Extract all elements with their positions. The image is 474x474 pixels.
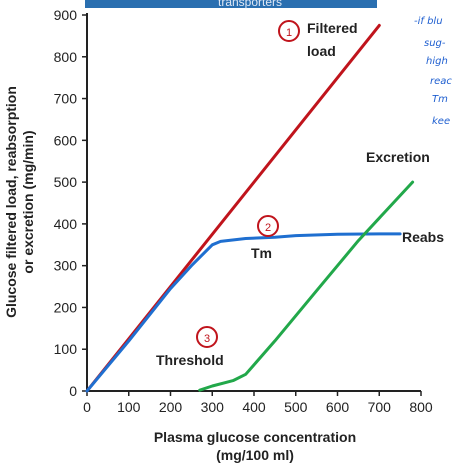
- excretion-line: [198, 180, 415, 392]
- y-axis-ticks: 0 100 200 300 400 500 600 700 800 900: [54, 7, 87, 399]
- x-axis-ticks: 0 100 200 300 400 500 600 700 800: [83, 391, 433, 415]
- header-banner-text: transporters: [218, 0, 282, 9]
- excretion-label: Excretion: [366, 149, 430, 165]
- svg-text:3: 3: [204, 333, 210, 345]
- x-axis-label-line2: (mg/100 ml): [216, 447, 294, 463]
- y-axis-label-line1: Glucose filtered load, reabsorption: [3, 86, 19, 318]
- x-tick-label: 0: [83, 399, 91, 415]
- y-tick-label: 800: [54, 49, 78, 65]
- svg-text:-if blu: -if blu: [414, 16, 443, 27]
- threshold-label: Threshold: [156, 352, 224, 368]
- y-tick-label: 700: [54, 91, 78, 107]
- y-tick-label: 500: [54, 174, 78, 190]
- y-tick-label: 100: [54, 341, 78, 357]
- y-tick-label: 0: [69, 383, 77, 399]
- filtered-load-label-line2: load: [307, 43, 336, 59]
- reabs-label: Reabs: [402, 229, 444, 245]
- y-tick-label: 900: [54, 7, 78, 23]
- x-tick-label: 800: [409, 399, 433, 415]
- svg-text:1: 1: [286, 27, 292, 39]
- svg-text:2: 2: [265, 222, 271, 234]
- y-tick-label: 300: [54, 258, 78, 274]
- x-tick-label: 100: [117, 399, 141, 415]
- y-axis-label-line2: or excretion (mg/min): [20, 130, 36, 273]
- x-tick-label: 200: [159, 399, 183, 415]
- reabs-line: [85, 232, 402, 393]
- y-tick-label: 400: [54, 216, 78, 232]
- marker-2: 2: [257, 215, 279, 237]
- tm-label: Tm: [251, 245, 272, 261]
- x-tick-label: 700: [368, 399, 392, 415]
- marker-3: 3: [196, 326, 218, 348]
- y-tick-label: 200: [54, 299, 78, 315]
- series-lines: [85, 23, 415, 393]
- handwritten-notes: -if blu sug- high reac Tm kee: [414, 16, 452, 127]
- x-axis-label-line1: Plasma glucose concentration: [154, 429, 356, 445]
- svg-text:high: high: [426, 56, 448, 67]
- x-tick-label: 500: [284, 399, 308, 415]
- filtered-load-label-line1: Filtered: [307, 20, 358, 36]
- marker-1: 1: [278, 20, 300, 42]
- y-tick-label: 600: [54, 132, 78, 148]
- x-tick-label: 600: [326, 399, 350, 415]
- header-banner: [85, 0, 377, 8]
- axes: [86, 13, 421, 392]
- svg-text:reac: reac: [430, 76, 452, 87]
- x-tick-label: 300: [201, 399, 225, 415]
- svg-text:sug-: sug-: [424, 38, 446, 49]
- x-tick-label: 400: [242, 399, 266, 415]
- svg-text:kee: kee: [432, 116, 450, 127]
- svg-text:Tm: Tm: [432, 94, 448, 105]
